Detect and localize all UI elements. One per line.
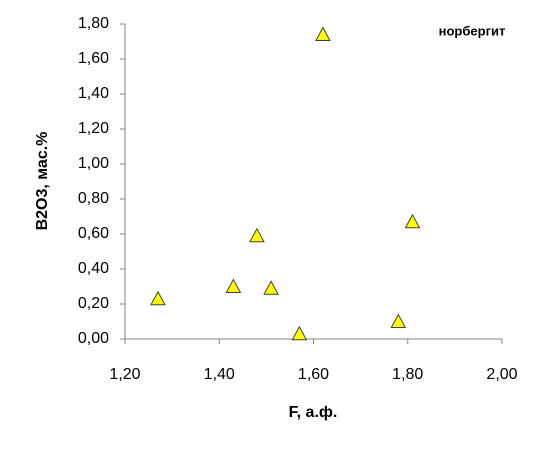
y-tick-label: 0,80 xyxy=(78,190,109,207)
x-tick-label: 1,40 xyxy=(204,366,235,383)
y-tick-label: 1,40 xyxy=(78,85,109,102)
point xyxy=(315,26,331,41)
y-tick-label: 1,60 xyxy=(78,50,109,67)
point xyxy=(291,325,308,341)
x-axis-title: F, а.ф. xyxy=(289,404,338,421)
x-tick-label: 2,00 xyxy=(486,366,517,383)
y-tick-label: 1,00 xyxy=(78,155,109,172)
y-tick-label: 1,80 xyxy=(78,15,109,32)
y-axis-title: B2O3, мас.% xyxy=(34,132,51,231)
point xyxy=(263,280,279,295)
point xyxy=(404,213,421,229)
x-tick-label: 1,20 xyxy=(109,366,140,383)
point xyxy=(150,290,166,306)
y-tick-label: 0,60 xyxy=(78,225,109,242)
point xyxy=(390,313,407,328)
point xyxy=(225,278,242,293)
x-tick-label: 1,80 xyxy=(392,366,423,383)
point xyxy=(249,227,265,243)
y-tick-label: 1,20 xyxy=(78,120,109,137)
x-tick-label: 1,60 xyxy=(298,366,329,383)
legend-label: норбергит xyxy=(439,23,506,38)
y-tick-label: 0,20 xyxy=(78,295,109,312)
y-tick-label: 0,00 xyxy=(78,330,109,347)
y-tick-label: 0,40 xyxy=(78,260,109,277)
